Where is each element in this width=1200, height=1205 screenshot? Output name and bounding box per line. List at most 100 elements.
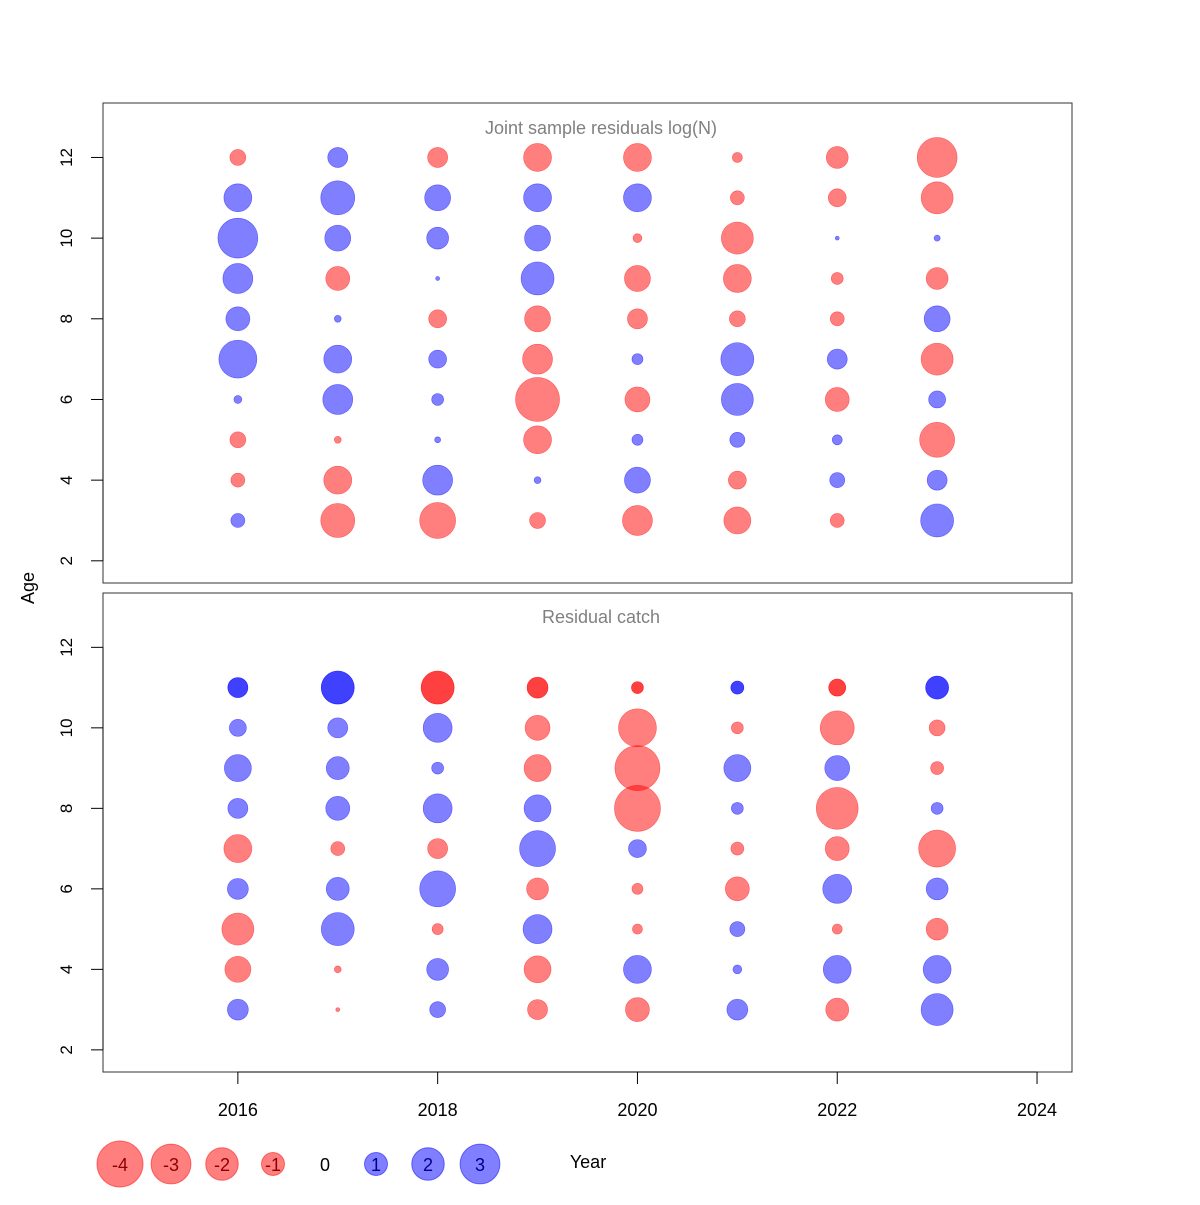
bubble: [732, 964, 743, 975]
bubble: [434, 436, 441, 444]
bubble: [429, 1001, 446, 1018]
legend-label: -4: [112, 1155, 128, 1175]
legend-bubble: [150, 1143, 192, 1185]
y-tick-label: 12: [57, 148, 76, 167]
y-tick-label: 8: [57, 314, 76, 323]
bubble: [527, 999, 548, 1020]
bubble: [320, 670, 355, 705]
bubble: [819, 710, 855, 746]
bubble: [720, 342, 755, 376]
bubble: [729, 431, 746, 448]
bubble: [926, 469, 948, 491]
bubble: [728, 470, 747, 490]
bubble: [325, 796, 351, 821]
bubble: [730, 841, 745, 856]
bubble: [431, 923, 444, 935]
bubble: [428, 309, 447, 329]
y-tick-label: 4: [57, 965, 76, 974]
bubble: [623, 955, 652, 984]
legend-label: -2: [214, 1155, 230, 1175]
bubble: [725, 876, 750, 902]
bubble: [824, 755, 851, 781]
bubble: [826, 348, 848, 370]
legend-bubble: [364, 1152, 388, 1176]
y-tick-label: 4: [57, 475, 76, 484]
x-tick-label: 2022: [817, 1100, 857, 1120]
y-tick-label: 10: [57, 718, 76, 737]
legend-bubble: [205, 1147, 239, 1181]
bubble: [426, 226, 449, 250]
y-tick-label: 12: [57, 638, 76, 657]
bubble: [925, 675, 949, 700]
bubble: [325, 877, 350, 901]
x-tick-label: 2024: [1017, 1100, 1057, 1120]
legend-label: 0: [320, 1155, 330, 1175]
bubble: [822, 955, 852, 984]
bubble: [631, 681, 644, 694]
bubble: [825, 146, 849, 169]
bubble: [422, 464, 453, 496]
bubble: [624, 386, 651, 413]
bubble: [627, 308, 648, 330]
bubble: [523, 183, 552, 213]
bubble: [922, 955, 952, 984]
bubble: [419, 870, 456, 908]
bubble: [524, 305, 551, 333]
bubble: [523, 794, 552, 823]
bubble: [631, 353, 644, 365]
bubble: [933, 234, 941, 242]
bubble: [323, 465, 353, 495]
bubble: [925, 267, 949, 290]
bubble: [230, 472, 246, 488]
bubble: [815, 787, 859, 830]
bubble: [524, 224, 551, 252]
bubble: [224, 754, 252, 782]
bubble: [225, 306, 251, 332]
bubble: [723, 754, 752, 782]
bubble: [919, 421, 955, 458]
bubble: [723, 506, 752, 535]
bubble: [925, 877, 949, 901]
bubble: [519, 830, 556, 867]
bubble: [631, 433, 644, 446]
bubble: [822, 874, 853, 904]
bubble: [233, 395, 243, 404]
bubble: [632, 233, 643, 243]
bubble: [829, 513, 845, 528]
bubble: [523, 425, 552, 455]
bubble: [723, 264, 752, 293]
legend-bubble: [411, 1147, 445, 1181]
bubble: [731, 721, 744, 735]
bubble: [925, 917, 949, 941]
bubble: [223, 834, 253, 863]
bubble: [721, 383, 754, 416]
bubble: [624, 466, 651, 494]
bubble: [920, 993, 954, 1026]
bubble: [524, 715, 551, 741]
bubble: [325, 266, 351, 291]
bubble: [324, 224, 352, 252]
bubble: [230, 513, 246, 528]
bubble: [928, 390, 946, 409]
panel-title-top: Joint sample residuals log(N): [485, 118, 717, 138]
bubble: [427, 147, 448, 168]
bubble: [227, 798, 249, 819]
y-axis-label: Age: [18, 572, 38, 604]
panel-title-bottom: Residual catch: [542, 607, 660, 627]
bubble: [424, 184, 451, 212]
bubble: [435, 276, 440, 281]
bubble: [623, 183, 652, 213]
bubble: [522, 343, 553, 375]
bubble: [334, 965, 342, 974]
bubble: [523, 143, 552, 172]
x-tick-label: 2020: [617, 1100, 657, 1120]
legend-label: 3: [475, 1155, 485, 1175]
y-tick-label: 8: [57, 804, 76, 813]
bubble: [829, 472, 846, 488]
bubble: [526, 877, 549, 901]
bubble: [632, 923, 643, 935]
bubble: [227, 878, 249, 900]
x-tick-label: 2018: [418, 1100, 458, 1120]
bubble: [824, 836, 850, 861]
bubble: [831, 434, 843, 446]
